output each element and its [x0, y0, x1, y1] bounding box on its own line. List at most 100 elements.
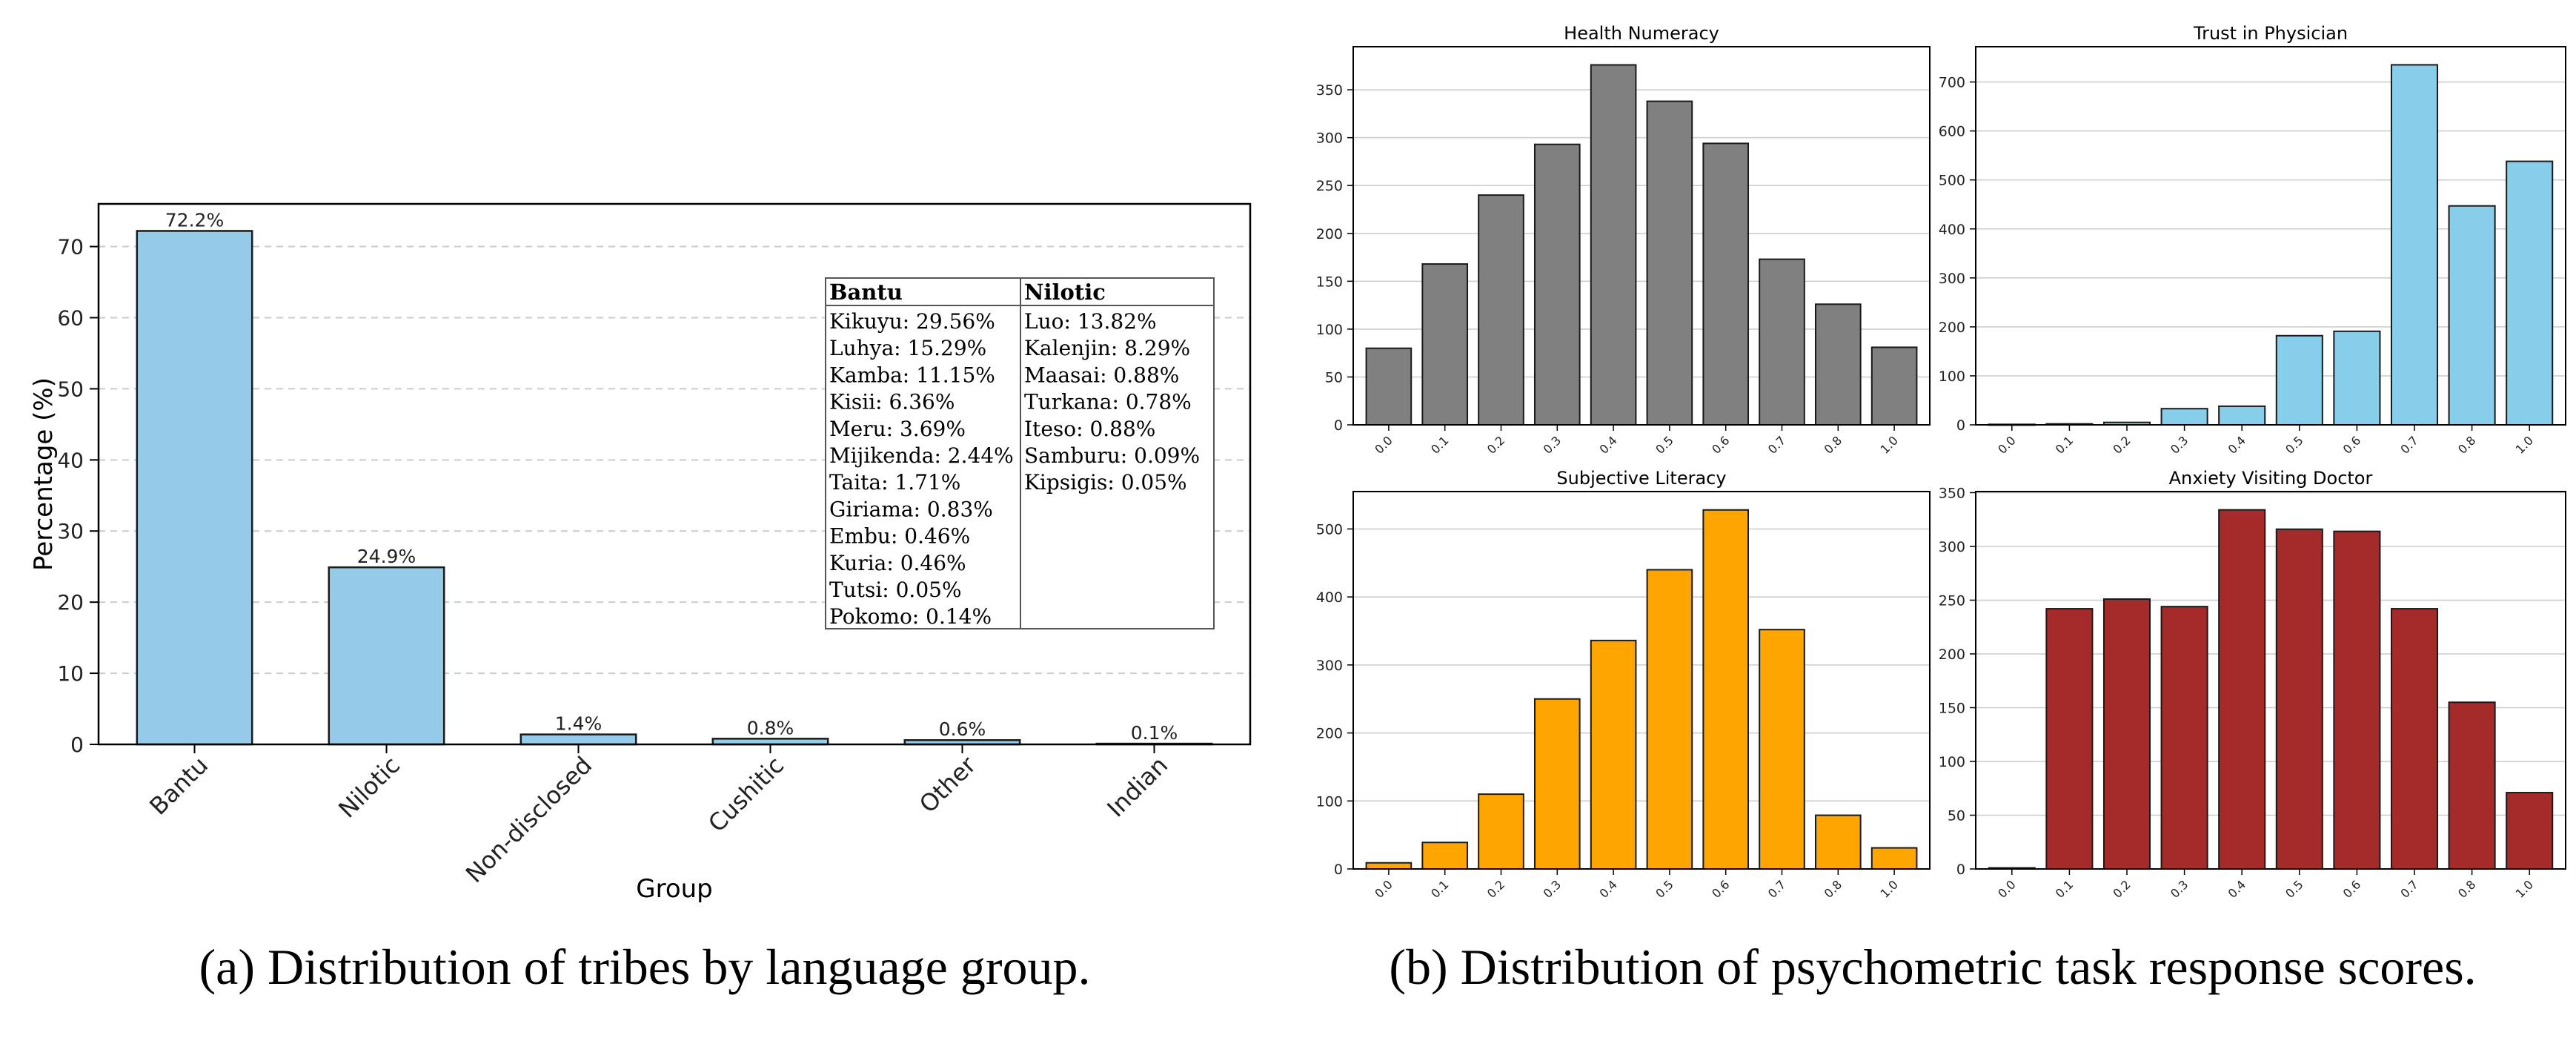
- x-tick-label: 0.5: [2283, 877, 2306, 900]
- bar-value-label: 0.1%: [1131, 722, 1178, 744]
- y-tick-label: 0: [1334, 862, 1343, 878]
- subplot-frame: [1352, 46, 1931, 426]
- subjective-literacy-bar: [1814, 814, 1862, 870]
- bar-value-label: 72.2%: [165, 209, 224, 231]
- table-cell: Kamba: 11.15%: [829, 363, 995, 387]
- y-tick-label: 700: [1939, 75, 1965, 91]
- y-tick-label: 10: [57, 661, 84, 686]
- bar-nilotic: [328, 566, 445, 746]
- y-tick-label: 50: [57, 377, 84, 401]
- y-tick-label: 600: [1939, 124, 1965, 140]
- anxiety-visiting-doctor-bar: [2506, 792, 2554, 870]
- x-tick-label: 0.0: [1995, 433, 2018, 456]
- x-tick-label: 0.6: [2340, 877, 2363, 900]
- x-tick-label: 0.8: [2455, 877, 2478, 900]
- caption-a: (a) Distribution of tribes by language g…: [199, 939, 1091, 995]
- subplot-title-health-numeracy: Health Numeracy: [1564, 23, 1719, 44]
- caption-b: (b) Distribution of psychometric task re…: [1389, 939, 2477, 995]
- y-tick-label: 200: [1939, 320, 1965, 336]
- anxiety-visiting-doctor-bar: [2448, 701, 2496, 870]
- subplot-frame: [1975, 491, 2566, 870]
- table-header-nilotic: Nilotic: [1024, 280, 1106, 305]
- anxiety-visiting-doctor-bar: [2275, 528, 2323, 870]
- x-tick-label: 0.0: [1372, 877, 1395, 900]
- health-numeracy-bar: [1478, 194, 1524, 426]
- y-tick-label: 200: [1316, 726, 1343, 742]
- x-tick-label: 0.6: [1709, 433, 1732, 456]
- x-tick-label: 0.7: [2397, 877, 2420, 900]
- x-tick-label: 0.1: [1428, 877, 1451, 900]
- table-cell: Giriama: 0.83%: [829, 497, 993, 521]
- trust-in-physician-bar: [2506, 160, 2554, 426]
- y-tick-label: 300: [1939, 539, 1965, 555]
- table-cell: Iteso: 0.88%: [1024, 417, 1155, 441]
- subjective-literacy-bar: [1421, 842, 1469, 870]
- anxiety-visiting-doctor-bar: [2160, 606, 2208, 870]
- trust-in-physician-bar: [2218, 405, 2266, 426]
- x-tick-label: 0.8: [1822, 877, 1845, 900]
- bar-value-label: 0.8%: [747, 717, 794, 738]
- x-tick-label: 0.6: [2340, 433, 2363, 456]
- y-tick-label: 100: [1939, 368, 1965, 385]
- trust-in-physician-bar: [2390, 64, 2439, 426]
- table-cell: Mijikenda: 2.44%: [829, 443, 1014, 468]
- bar-bantu: [136, 230, 253, 746]
- trust-in-physician-bar: [2275, 334, 2323, 426]
- x-tick-label: 0.5: [1653, 433, 1676, 456]
- y-tick-label: 0: [70, 733, 84, 757]
- bar-value-label: 1.4%: [555, 713, 602, 735]
- x-tick-label: 0.4: [1596, 877, 1619, 900]
- x-tick-label: 0.8: [2455, 433, 2478, 456]
- health-numeracy-bar: [1702, 142, 1750, 426]
- table-cell: Kikuyu: 29.56%: [829, 309, 995, 334]
- subjective-literacy-bar: [1759, 629, 1805, 870]
- y-tick-label: 50: [1948, 807, 1965, 824]
- y-tick-label: 150: [1939, 700, 1965, 716]
- table-cell: Kuria: 0.46%: [829, 551, 966, 575]
- x-tick-label: 1.0: [1877, 433, 1900, 456]
- x-tick-label: 0.7: [1765, 877, 1788, 900]
- y-tick-label: 250: [1316, 178, 1343, 194]
- x-tick-label: Bantu: [144, 751, 213, 821]
- trust-in-physician-bar: [2333, 330, 2381, 426]
- table-cell: Maasai: 0.88%: [1024, 363, 1179, 387]
- x-tick-label: Other: [914, 750, 982, 819]
- anxiety-visiting-doctor-bar: [2218, 509, 2266, 870]
- y-tick-label: 0: [1334, 417, 1343, 434]
- subplot-frame: [1975, 46, 2566, 426]
- y-tick-label: 70: [57, 235, 84, 260]
- table-cell: Tutsi: 0.05%: [829, 578, 962, 602]
- x-tick-label: 0.6: [1709, 877, 1732, 900]
- trust-in-physician-bar: [2448, 205, 2496, 426]
- x-tick-label: 0.3: [1541, 877, 1564, 900]
- health-numeracy-bar: [1646, 100, 1693, 426]
- anxiety-visiting-doctor-bar: [2045, 608, 2094, 870]
- table-cell: Taita: 1.71%: [829, 470, 960, 495]
- y-tick-label: 350: [1316, 82, 1343, 99]
- subjective-literacy-bar: [1702, 509, 1750, 870]
- y-tick-label: 500: [1316, 521, 1343, 538]
- table-cell: Kisii: 6.36%: [829, 390, 955, 414]
- x-tick-label: 0.8: [1822, 433, 1845, 456]
- x-tick-label: 0.3: [2168, 877, 2191, 900]
- x-axis-label: Group: [636, 874, 713, 904]
- table-cell: Pokomo: 0.14%: [829, 604, 992, 629]
- x-tick-label: 0.2: [2110, 433, 2133, 456]
- y-tick-label: 20: [57, 590, 84, 615]
- y-tick-label: 30: [57, 519, 84, 543]
- subjective-literacy-bar: [1870, 847, 1918, 870]
- subplot-title-subjective-literacy: Subjective Literacy: [1556, 468, 1726, 489]
- health-numeracy-bar: [1870, 346, 1918, 426]
- x-tick-label: 0.2: [1484, 877, 1507, 900]
- x-tick-label: 0.2: [2110, 877, 2133, 900]
- subjective-literacy-bar: [1533, 698, 1581, 870]
- x-tick-label: 0.5: [2283, 433, 2306, 456]
- x-tick-label: 0.7: [2397, 433, 2420, 456]
- health-numeracy-bar: [1533, 143, 1581, 426]
- y-tick-label: 200: [1316, 226, 1343, 242]
- table-cell: Kalenjin: 8.29%: [1024, 336, 1190, 360]
- subplot-title-trust-in-physician: Trust in Physician: [2193, 23, 2348, 44]
- subjective-literacy-bar: [1590, 639, 1637, 870]
- x-tick-label: 0.1: [1428, 433, 1451, 456]
